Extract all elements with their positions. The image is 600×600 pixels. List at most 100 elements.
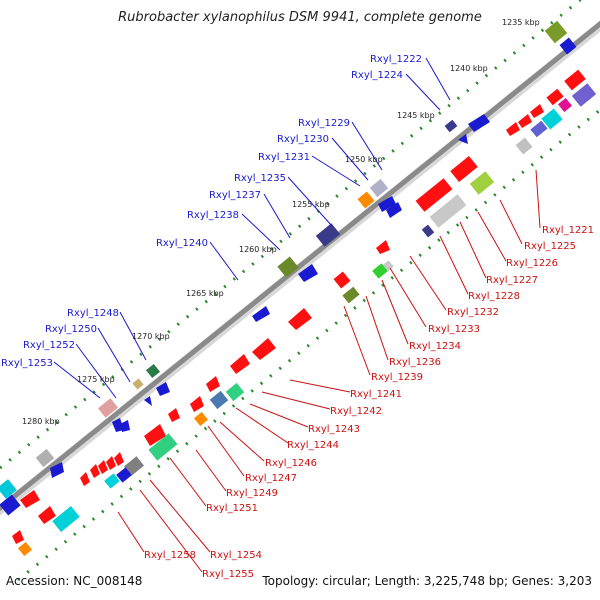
leader-line <box>241 213 281 251</box>
gene-feature <box>12 530 24 544</box>
gene-feature <box>112 418 124 432</box>
kbp-label: 1235 kbp <box>502 18 540 27</box>
gene-feature <box>559 37 577 55</box>
backbone <box>0 20 600 512</box>
gene-feature <box>252 306 270 322</box>
upper-gene-labels: Rxyl_1222 Rxyl_1224 Rxyl_1229 Rxyl_1230 … <box>1 54 422 369</box>
leader-line <box>311 155 361 187</box>
gene-label: Rxyl_1233 <box>428 324 480 335</box>
gene-label: Rxyl_1238 <box>187 210 239 221</box>
gene-label: Rxyl_1230 <box>277 134 329 145</box>
gene-feature <box>342 286 360 304</box>
gene-feature <box>458 134 468 144</box>
gene-feature <box>288 308 312 330</box>
lower-leader-lines <box>117 169 541 573</box>
kbp-label: 1250 kbp <box>345 155 383 164</box>
gene-feature <box>0 494 21 516</box>
gene-feature <box>193 411 209 427</box>
gene-label: Rxyl_1239 <box>371 372 423 383</box>
gene-feature <box>518 114 532 128</box>
gene-feature <box>209 390 229 410</box>
kbp-label: 1255 kbp <box>292 200 330 209</box>
gene-feature <box>333 271 351 289</box>
gene-label: Rxyl_1243 <box>308 424 360 435</box>
gene-label: Rxyl_1234 <box>409 341 461 352</box>
leader-line <box>235 407 289 444</box>
gene-label: Rxyl_1228 <box>468 291 520 302</box>
gene-feature <box>17 541 33 557</box>
tick-track-outer <box>0 0 583 470</box>
gene-feature <box>444 119 458 133</box>
leader-line <box>439 235 469 295</box>
gene-label: Rxyl_1254 <box>210 550 262 561</box>
gene-feature <box>230 354 250 374</box>
leader-line <box>117 511 145 553</box>
gene-label: Rxyl_1241 <box>350 389 402 400</box>
gene-label: Rxyl_1244 <box>287 440 339 451</box>
gene-feature <box>530 120 548 138</box>
gene-label: Rxyl_1232 <box>447 307 499 318</box>
gene-label: Rxyl_1235 <box>234 173 286 184</box>
leader-line <box>195 449 227 492</box>
gene-feature <box>506 122 520 136</box>
gene-label: Rxyl_1229 <box>298 118 350 129</box>
gene-label: Rxyl_1240 <box>156 238 208 249</box>
backbone-group <box>0 20 600 516</box>
kbp-label: 1280 kbp <box>22 417 60 426</box>
gene-feature <box>35 448 55 468</box>
leader-line <box>249 403 309 428</box>
gene-feature <box>415 178 453 212</box>
leader-line <box>139 489 203 573</box>
gene-feature <box>429 194 467 228</box>
gene-feature <box>132 378 144 390</box>
gene-feature <box>38 506 56 524</box>
gene-feature <box>190 396 204 412</box>
leader-line <box>219 421 265 462</box>
kbp-label: 1275 kbp <box>77 375 115 384</box>
gene-label: Rxyl_1251 <box>206 503 258 514</box>
gene-feature <box>571 83 597 107</box>
gene-feature <box>98 398 118 418</box>
gene-label: Rxyl_1225 <box>524 241 576 252</box>
gene-label: Rxyl_1247 <box>245 473 297 484</box>
gene-feature <box>557 97 573 113</box>
leader-line <box>535 169 541 229</box>
leader-line <box>499 199 523 245</box>
leader-line <box>425 57 451 101</box>
gene-feature <box>104 473 120 489</box>
gene-feature <box>124 456 144 476</box>
lower-gene-labels: Rxyl_1221 Rxyl_1225 Rxyl_1226 Rxyl_1227 … <box>144 225 594 580</box>
leader-line <box>75 343 117 399</box>
gene-feature <box>469 171 495 195</box>
leader-line <box>149 479 211 553</box>
gene-feature <box>148 433 178 461</box>
gene-feature <box>357 191 375 209</box>
gene-label: Rxyl_1236 <box>389 357 441 368</box>
leader-line <box>261 391 331 410</box>
leader-line <box>331 137 369 181</box>
gene-feature <box>378 196 396 212</box>
leader-line <box>209 241 239 281</box>
leader-line <box>119 311 147 361</box>
gene-feature <box>114 452 124 466</box>
leader-line <box>381 279 409 345</box>
kbp-label: 1240 kbp <box>450 64 488 73</box>
gene-label: Rxyl_1253 <box>1 358 53 369</box>
gene-feature <box>372 263 388 279</box>
leader-line <box>287 176 333 227</box>
leader-line <box>289 379 351 393</box>
gene-feature <box>98 460 108 474</box>
gene-label: Rxyl_1255 <box>202 569 254 580</box>
leader-line <box>365 295 389 361</box>
gene-feature <box>120 420 130 432</box>
gene-feature <box>315 223 341 247</box>
tick-track-inner <box>17 108 600 582</box>
tick-tracks <box>0 0 600 582</box>
gene-label: Rxyl_1231 <box>258 152 310 163</box>
gene-feature <box>252 338 276 360</box>
gene-feature <box>450 156 478 182</box>
gene-feature <box>116 467 132 483</box>
kbp-label: 1265 kbp <box>186 289 224 298</box>
gene-feature <box>144 396 152 406</box>
